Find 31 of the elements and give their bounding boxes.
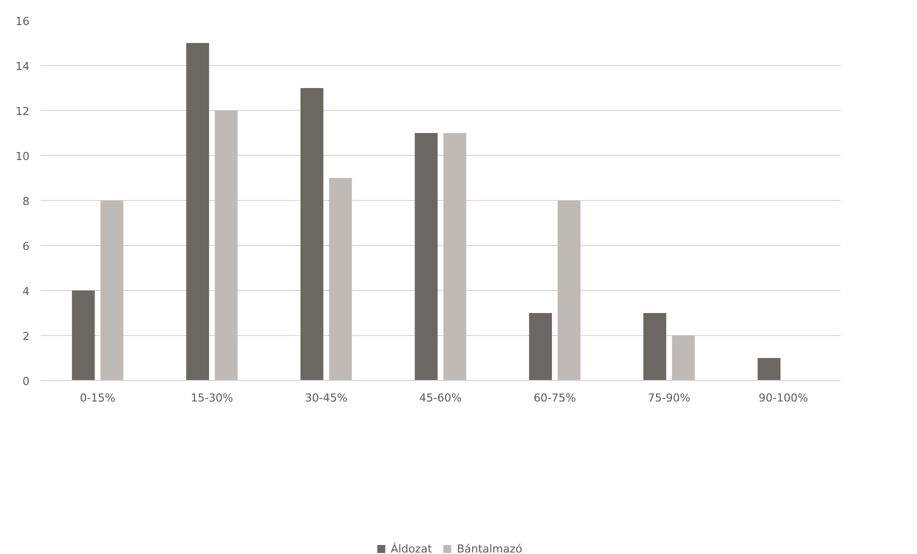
y-tick-label: 4 bbox=[22, 285, 30, 298]
bar bbox=[72, 290, 95, 380]
x-tick-label: 0-15% bbox=[80, 392, 116, 404]
legend-label: Bántalmazó bbox=[456, 542, 522, 554]
x-tick-label: 30-45% bbox=[305, 392, 348, 404]
y-tick-label: 2 bbox=[22, 330, 30, 343]
bar bbox=[443, 133, 466, 380]
bar bbox=[214, 110, 238, 380]
bar bbox=[329, 178, 352, 380]
legend-label: Áldozat bbox=[390, 542, 432, 554]
y-tick-label: 10 bbox=[16, 150, 30, 163]
y-tick-label: 16 bbox=[16, 15, 30, 28]
x-tick-label: 15-30% bbox=[190, 392, 234, 404]
bar bbox=[100, 200, 124, 380]
bar bbox=[300, 88, 324, 380]
x-tick-label: 90-100% bbox=[758, 392, 808, 404]
bar bbox=[643, 313, 666, 380]
x-tick-label: 75-90% bbox=[648, 392, 690, 404]
y-tick-label: 14 bbox=[16, 60, 30, 73]
x-tick-label: 45-60% bbox=[419, 392, 462, 404]
bar bbox=[558, 200, 580, 380]
bar bbox=[758, 358, 780, 380]
bar bbox=[672, 336, 695, 380]
bar bbox=[529, 313, 552, 380]
bar bbox=[186, 43, 210, 380]
y-tick-label: 12 bbox=[16, 105, 30, 118]
y-tick-label: 0 bbox=[22, 375, 30, 388]
y-tick-label: 6 bbox=[22, 240, 30, 253]
x-tick-label: 60-75% bbox=[534, 392, 576, 404]
y-tick-label: 8 bbox=[22, 195, 30, 208]
bar bbox=[414, 133, 438, 380]
